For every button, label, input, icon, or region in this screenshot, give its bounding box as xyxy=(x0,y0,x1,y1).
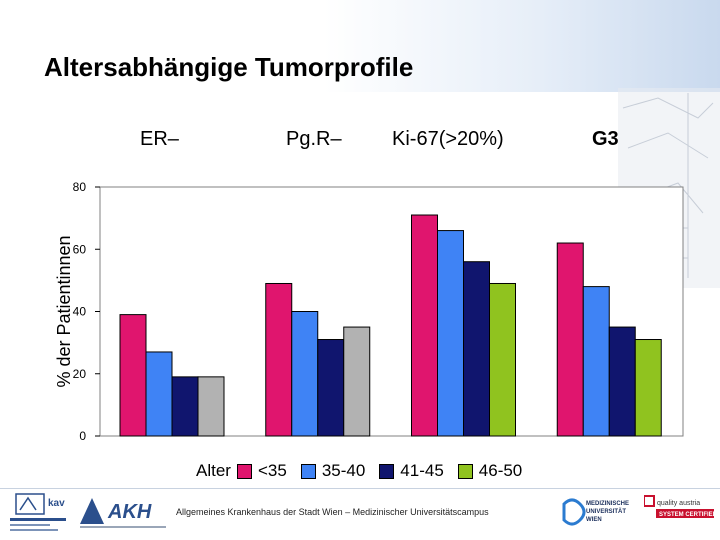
bar xyxy=(265,282,293,437)
legend-label-lt35: <35 xyxy=(257,461,287,480)
legend-swatch-46-50 xyxy=(457,463,473,479)
legend-item-41-45: 41-45 xyxy=(379,461,444,481)
kav-logo: kav xyxy=(10,493,66,531)
bar xyxy=(145,351,173,437)
bar xyxy=(582,286,610,437)
quality-logo-line2: SYSTEM CERTIFIED xyxy=(659,512,716,518)
footer-rule xyxy=(0,488,720,489)
akh-logo: AKH xyxy=(80,498,166,528)
bar xyxy=(197,376,225,437)
y-tick-label: 60 xyxy=(73,242,87,256)
legend-label-41-45: 41-45 xyxy=(400,461,444,480)
bar xyxy=(634,339,662,437)
meduni-logo-line2: UNIVERSITÄT xyxy=(586,508,626,515)
bar xyxy=(463,261,490,437)
group-label-er: ER– xyxy=(140,128,179,150)
quality-austria-logo: quality austria SYSTEM CERTIFIED xyxy=(644,495,716,518)
legend-item-46-50: 46-50 xyxy=(457,461,523,481)
legend-swatch-35-40 xyxy=(300,463,316,479)
bar xyxy=(489,282,516,437)
y-tick-label: 0 xyxy=(79,429,86,443)
legend-title: Alter xyxy=(196,461,231,480)
bar xyxy=(119,314,147,437)
bar xyxy=(556,242,584,437)
bar xyxy=(437,230,464,437)
legend-swatch-lt35 xyxy=(236,463,252,479)
legend-item-35-40: 35-40 xyxy=(300,461,366,481)
footer-text: Allgemeines Krankenhaus der Stadt Wien –… xyxy=(176,507,489,517)
meduni-logo-line1: MEDIZINISCHE xyxy=(586,501,629,507)
group-label-ki67: Ki-67(>20%) xyxy=(392,128,504,150)
bar-chart: 0 20 40 60 80 % der Patientinnen xyxy=(54,180,684,443)
bar xyxy=(608,326,636,437)
legend-item-lt35: <35 xyxy=(236,461,287,481)
meduni-logo-line3: WIEN xyxy=(586,517,602,523)
bar xyxy=(317,339,345,437)
y-axis-label: % der Patientinnen xyxy=(54,235,74,387)
bar xyxy=(343,326,371,437)
y-tick-label: 80 xyxy=(73,180,87,194)
group-label-pgr: Pg.R– xyxy=(286,128,342,150)
akh-logo-text: AKH xyxy=(107,501,152,523)
bar xyxy=(171,376,199,437)
header-band xyxy=(0,0,720,92)
legend-swatch-41-45 xyxy=(379,463,395,479)
bar xyxy=(411,214,438,437)
legend-label-46-50: 46-50 xyxy=(478,461,523,480)
y-tick-label: 20 xyxy=(73,367,87,381)
quality-logo-line1: quality austria xyxy=(657,500,700,507)
meduni-wien-logo: MEDIZINISCHE UNIVERSITÄT WIEN xyxy=(562,498,629,526)
bar xyxy=(291,311,319,437)
group-label-g3: G3 xyxy=(592,128,619,150)
slide-title: Altersabhängige Tumorprofile xyxy=(44,52,414,82)
kav-logo-text: kav xyxy=(48,498,65,509)
y-tick-label: 40 xyxy=(73,305,87,319)
chart-legend: Alter <35 35-40 41-45 46-50 xyxy=(196,460,536,482)
legend-label-35-40: 35-40 xyxy=(321,461,366,480)
